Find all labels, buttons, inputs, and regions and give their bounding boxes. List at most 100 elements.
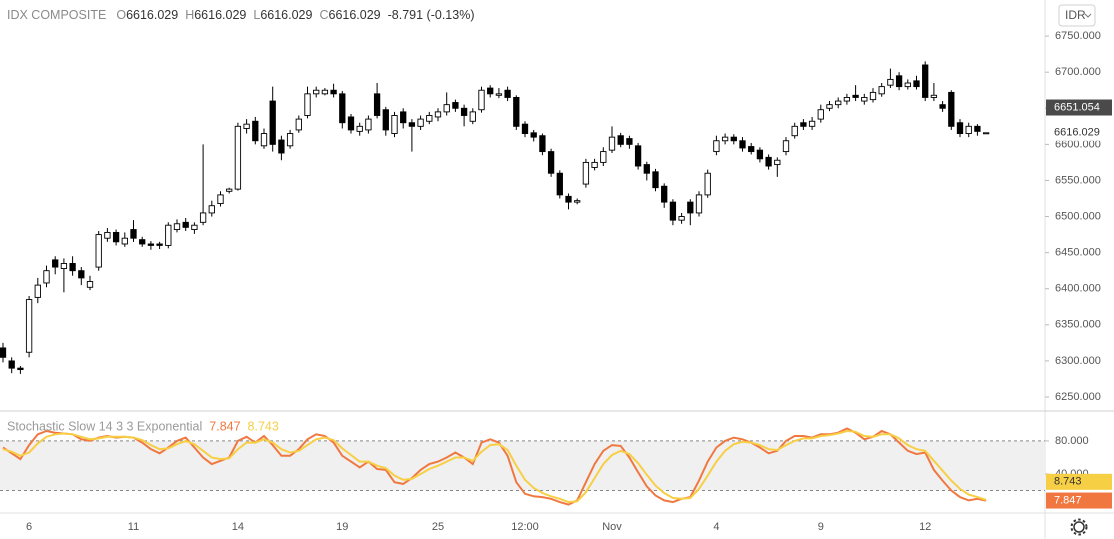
candle-body	[417, 118, 424, 127]
indicator-value: 8.743	[248, 419, 279, 433]
candle-body	[330, 89, 337, 95]
last-value-label: 7.847	[1054, 494, 1082, 506]
candle-body	[8, 360, 15, 369]
candle-body	[460, 107, 468, 116]
currency-label: IDR	[1065, 8, 1086, 22]
gear-ring	[1073, 521, 1085, 533]
x-tick-label: 19	[336, 521, 348, 533]
candle-body	[878, 86, 885, 95]
x-tick-label: 14	[232, 521, 244, 533]
candle-body	[939, 104, 946, 109]
candle-body	[339, 93, 346, 124]
x-tick-label: 12:00	[511, 521, 539, 533]
candle-body	[452, 102, 459, 109]
candle-body	[373, 93, 381, 116]
y-tick-label: 6700.000	[1055, 66, 1101, 78]
x-tick-label: 9	[818, 521, 824, 533]
candle-body	[191, 224, 198, 230]
candle-body	[391, 115, 398, 134]
candle-body	[495, 93, 503, 96]
candle-body	[669, 201, 677, 221]
candle-body	[765, 156, 772, 167]
candle-body	[147, 243, 155, 246]
candle-body	[356, 125, 363, 132]
candle-body	[800, 122, 807, 127]
candle-body	[173, 223, 181, 230]
candle-body	[791, 125, 798, 137]
x-tick-label: 6	[26, 521, 32, 533]
candle-body	[922, 64, 929, 98]
y-tick-label: 6600.000	[1055, 138, 1101, 150]
indicator-value: 7.847	[209, 419, 240, 433]
candle-body	[591, 161, 598, 168]
candle-body	[539, 135, 546, 153]
candle-body	[869, 91, 877, 101]
ohlc-key: L	[253, 8, 261, 22]
candle-body	[321, 89, 329, 95]
candle-body	[626, 138, 633, 145]
candle-body	[861, 96, 868, 102]
candle-body	[808, 120, 816, 127]
candle-body	[252, 120, 259, 142]
candle-body	[182, 221, 189, 228]
ohlc-value: 6616.029	[328, 8, 381, 22]
stochastic-line	[2, 429, 987, 504]
candle-body	[443, 104, 450, 113]
candle-body	[721, 136, 729, 142]
candle-body	[86, 281, 94, 288]
candle-body	[313, 89, 320, 95]
price-marker-box	[1046, 124, 1112, 141]
settings-icon[interactable]	[1070, 518, 1088, 536]
candle-body	[278, 139, 285, 154]
candle-body	[234, 125, 242, 190]
candle-body	[817, 109, 824, 120]
symbol-header: IDX COMPOSITE O6616.029 H6616.029 L6616.029…	[7, 8, 482, 22]
candle-body	[208, 205, 215, 214]
last-value-box	[1046, 492, 1112, 509]
candle-body	[0, 347, 7, 358]
candle-body	[704, 172, 711, 196]
candle-body	[139, 239, 146, 245]
currency-button-box	[1058, 4, 1096, 27]
candle-body	[69, 263, 76, 272]
candle-body	[95, 234, 102, 268]
candle-body	[556, 172, 563, 196]
y-tick-label: 6250.000	[1055, 391, 1101, 403]
ohlc-value: 6616.029	[126, 8, 179, 22]
candle-body	[156, 243, 163, 246]
currency-button[interactable]: IDR	[1058, 4, 1096, 27]
candle-body	[904, 82, 911, 88]
candle-body	[774, 159, 781, 166]
candle-body	[217, 194, 224, 205]
candle-body	[121, 237, 128, 245]
symbol-name: IDX COMPOSITE	[7, 8, 107, 22]
candle-body	[887, 78, 894, 86]
candle-body	[956, 122, 964, 134]
ohlc-value: 6616.029	[194, 8, 247, 22]
candle-body	[434, 111, 442, 118]
x-tick-label: 12	[919, 521, 931, 533]
x-tick-label: Nov	[602, 521, 622, 533]
x-tick-label: 4	[713, 521, 719, 533]
candle-body	[17, 367, 24, 371]
candle-body	[304, 93, 311, 116]
candle-body	[974, 125, 981, 132]
candle-body	[948, 91, 955, 127]
candle-body	[408, 122, 416, 127]
candle-body	[504, 89, 511, 98]
candle-body	[608, 136, 616, 151]
ohlc-key: H	[185, 8, 195, 22]
candle-body	[634, 145, 642, 167]
candle-body	[513, 96, 520, 127]
candle-body	[835, 100, 842, 106]
price-marker-label: 6651.054	[1054, 101, 1100, 113]
candle-body	[469, 111, 476, 122]
candle-body	[826, 104, 833, 109]
candle-body	[965, 125, 972, 134]
candle-body	[43, 270, 50, 284]
candle-body	[400, 111, 407, 124]
candle-body	[60, 263, 68, 269]
x-tick-label: 25	[432, 521, 444, 533]
